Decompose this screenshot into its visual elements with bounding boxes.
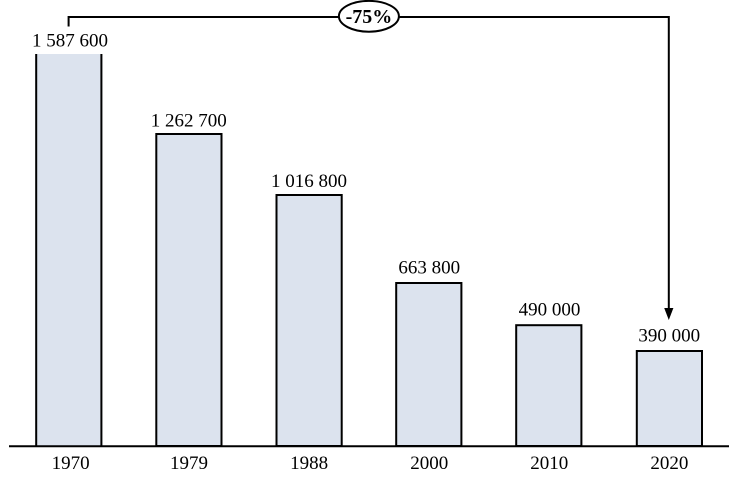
svg-text:1 262 700: 1 262 700 [151,110,227,131]
svg-text:1 587 600: 1 587 600 [32,31,108,52]
svg-text:2010: 2010 [530,453,568,474]
svg-text:1970: 1970 [52,453,90,474]
svg-text:1 016 800: 1 016 800 [271,171,347,192]
svg-text:663 800: 663 800 [398,257,460,278]
svg-text:1988: 1988 [290,453,328,474]
svg-text:-75%: -75% [346,6,393,28]
svg-text:2000: 2000 [410,453,448,474]
svg-text:2020: 2020 [650,453,688,474]
svg-text:490 000: 490 000 [519,299,581,320]
svg-text:1979: 1979 [170,453,208,474]
svg-text:390 000: 390 000 [638,326,700,347]
